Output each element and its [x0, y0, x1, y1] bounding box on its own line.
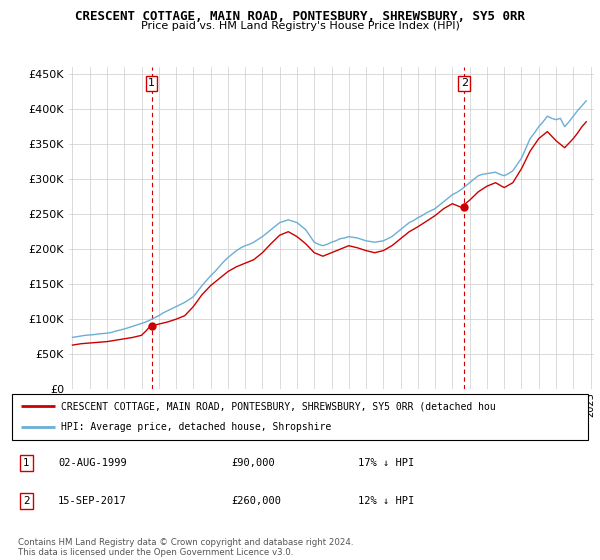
Text: £260,000: £260,000: [231, 496, 281, 506]
Text: 17% ↓ HPI: 17% ↓ HPI: [358, 458, 414, 468]
Text: 2: 2: [461, 78, 468, 88]
Text: 15-SEP-2017: 15-SEP-2017: [58, 496, 127, 506]
Text: Price paid vs. HM Land Registry's House Price Index (HPI): Price paid vs. HM Land Registry's House …: [140, 21, 460, 31]
Text: CRESCENT COTTAGE, MAIN ROAD, PONTESBURY, SHREWSBURY, SY5 0RR: CRESCENT COTTAGE, MAIN ROAD, PONTESBURY,…: [75, 10, 525, 23]
Text: Contains HM Land Registry data © Crown copyright and database right 2024.
This d: Contains HM Land Registry data © Crown c…: [18, 538, 353, 557]
Text: CRESCENT COTTAGE, MAIN ROAD, PONTESBURY, SHREWSBURY, SY5 0RR (detached hou: CRESCENT COTTAGE, MAIN ROAD, PONTESBURY,…: [61, 401, 496, 411]
Text: 1: 1: [148, 78, 155, 88]
Text: 2: 2: [23, 496, 30, 506]
Text: 1: 1: [23, 458, 30, 468]
Text: 02-AUG-1999: 02-AUG-1999: [58, 458, 127, 468]
Text: 12% ↓ HPI: 12% ↓ HPI: [358, 496, 414, 506]
Text: HPI: Average price, detached house, Shropshire: HPI: Average price, detached house, Shro…: [61, 422, 331, 432]
Text: £90,000: £90,000: [231, 458, 275, 468]
